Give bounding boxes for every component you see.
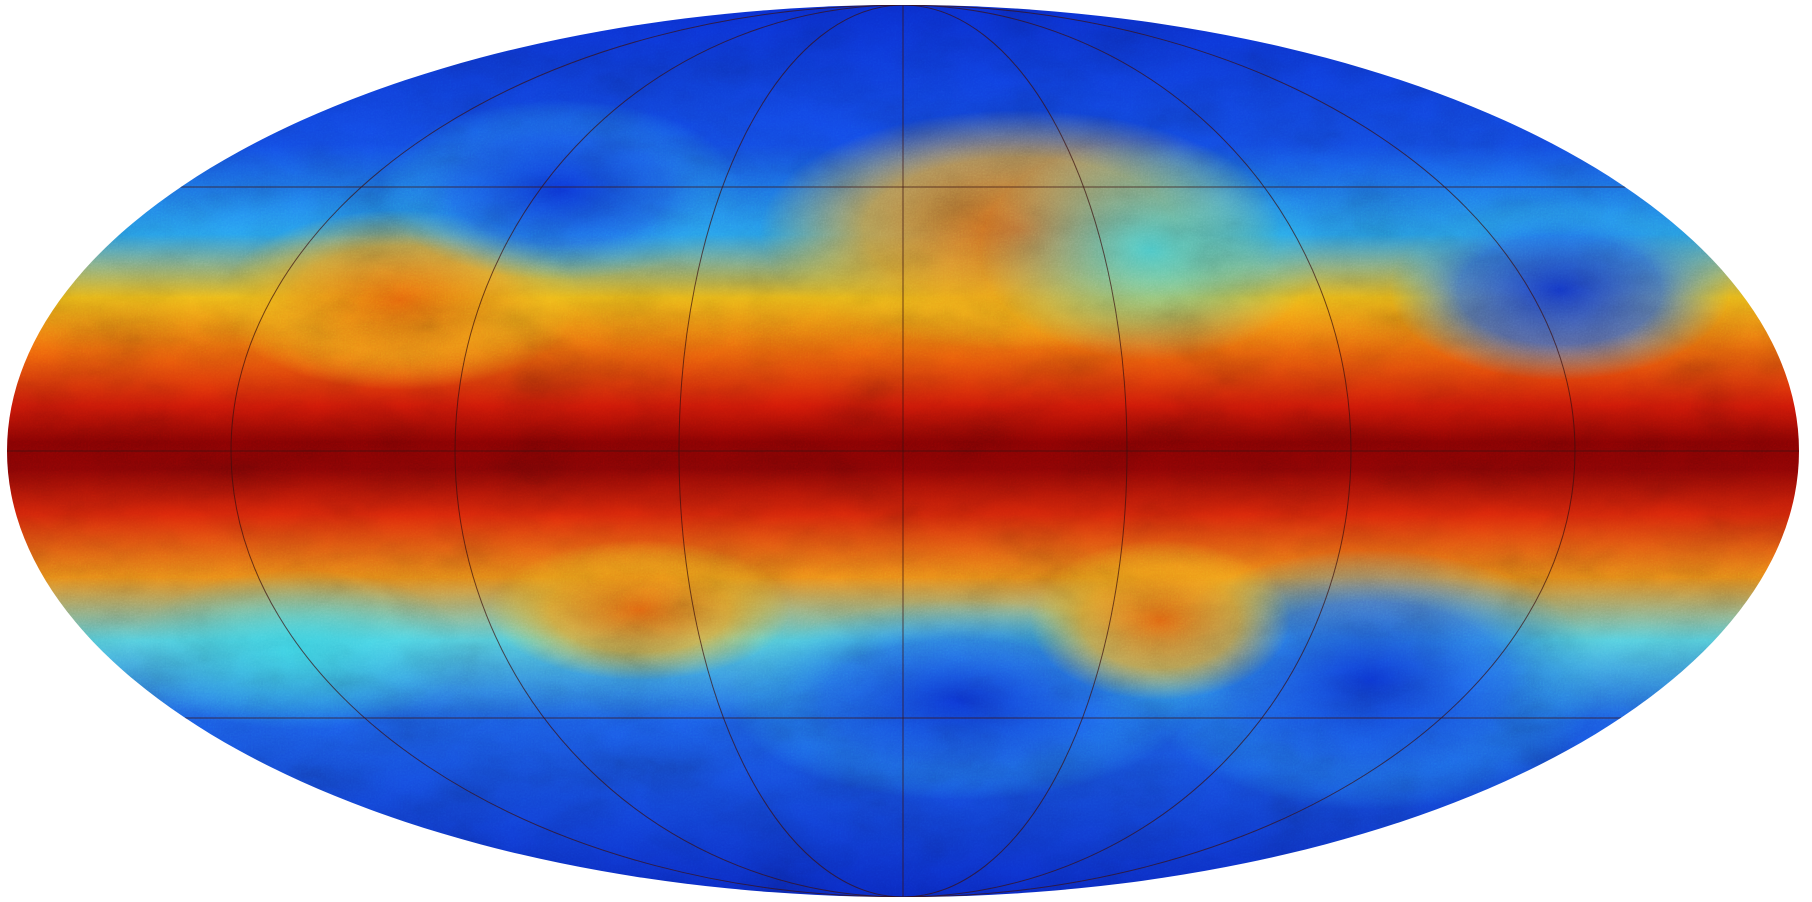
meridian: [454, 5, 1352, 897]
meridian: [678, 5, 1128, 897]
graticule: [7, 5, 1799, 897]
meridian: [230, 5, 1576, 897]
